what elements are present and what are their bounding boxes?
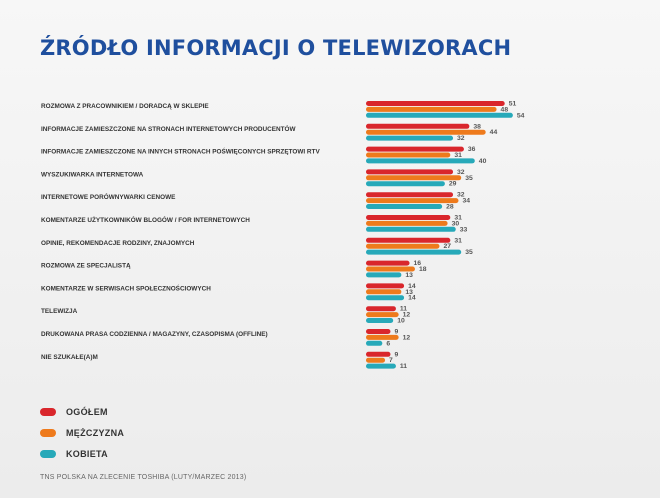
data-label: 36	[468, 146, 476, 153]
data-label: 14	[408, 283, 416, 290]
data-label: 7	[389, 357, 393, 364]
bar	[366, 204, 443, 209]
data-label: 11	[400, 306, 407, 313]
bar	[366, 295, 405, 301]
bar	[366, 272, 402, 278]
data-label: 13	[405, 289, 413, 296]
bar	[366, 363, 396, 369]
data-label: 51	[509, 101, 517, 108]
legend-label-ogolem: OGÓŁEM	[66, 406, 108, 417]
category-label: TELEWIZJA	[41, 308, 78, 315]
data-label: 27	[443, 243, 451, 250]
legend-label-mezczyzna: MĘŻCZYZNA	[66, 427, 125, 438]
bar	[366, 169, 454, 175]
category-label: DRUKOWANA PRASA CODZIENNA / MAGAZYNY, CZ…	[41, 331, 268, 338]
bar	[366, 318, 394, 323]
data-label: 11	[400, 363, 407, 370]
data-label: 54	[517, 112, 525, 119]
bar	[366, 329, 391, 334]
bar	[366, 152, 451, 158]
bar	[366, 175, 462, 181]
bar	[366, 237, 451, 243]
data-label: 13	[405, 272, 413, 279]
data-label: 40	[479, 158, 487, 165]
bar	[366, 158, 475, 164]
category-label: NIE SZUKAŁE(A)M	[41, 354, 98, 361]
category-label: INTERNETOWE PORÓWNYWARKI CENOWE	[41, 192, 176, 201]
data-label: 28	[446, 204, 454, 211]
data-label: 30	[452, 220, 460, 227]
bar	[366, 283, 405, 289]
category-label: INFORMACJE ZAMIESZCZONE NA STRONACH INTE…	[41, 124, 297, 133]
bar	[366, 129, 486, 135]
legend-swatch-mezczyzna	[40, 428, 56, 437]
bar	[366, 226, 456, 232]
bar	[366, 101, 505, 106]
bar	[366, 146, 464, 152]
bar	[366, 192, 454, 198]
data-label: 18	[419, 266, 427, 273]
bar	[366, 220, 448, 226]
bar	[366, 135, 454, 141]
data-label: 48	[501, 106, 509, 113]
bar	[366, 312, 399, 318]
chart-legend: OGÓŁEM MĘŻCZYZNA KOBIETA	[40, 406, 124, 469]
data-label: 31	[454, 215, 462, 222]
category-label: WYSZUKIWARKA INTERNETOWA	[41, 171, 144, 178]
source-note: TNS POLSKA NA ZLECENIE TOSHIBA (LUTY/MAR…	[40, 474, 247, 481]
data-label: 34	[462, 198, 470, 205]
data-label: 9	[394, 351, 398, 358]
category-label: KOMENTARZE W SERWISACH SPOŁECZNOŚCIOWYCH	[41, 283, 211, 292]
bar	[366, 340, 383, 346]
data-label: 44	[490, 129, 498, 136]
data-label: 10	[397, 318, 405, 325]
data-label: 31	[454, 237, 462, 244]
bar	[366, 249, 462, 255]
bar	[366, 198, 459, 204]
data-label: 29	[449, 181, 457, 188]
data-label: 35	[465, 249, 473, 256]
bar	[366, 334, 399, 340]
legend-swatch-kobieta	[40, 449, 56, 458]
data-label: 16	[414, 260, 422, 267]
legend-item-ogolem: OGÓŁEM	[40, 406, 124, 417]
data-label: 31	[454, 152, 462, 159]
bar	[366, 289, 402, 295]
bar	[366, 357, 386, 363]
bar	[366, 306, 396, 312]
legend-item-kobieta: KOBIETA	[40, 448, 124, 459]
bar	[366, 123, 470, 129]
bar	[366, 215, 451, 220]
data-label: 12	[403, 334, 411, 341]
data-label: 33	[460, 226, 468, 233]
data-label: 32	[457, 135, 465, 142]
legend-swatch-ogolem	[40, 407, 56, 416]
bar	[366, 260, 410, 266]
data-label: 35	[465, 175, 473, 182]
data-label: 32	[457, 169, 465, 176]
data-label: 12	[403, 312, 411, 319]
category-label: ROZMOWA Z PRACOWNIKIEM / DORADCĄ W SKLEP…	[41, 103, 209, 110]
bar	[366, 106, 497, 112]
chart-title: ŹRÓDŁO INFORMACJI O TELEWIZORACH	[40, 36, 512, 60]
data-label: 9	[394, 329, 398, 336]
category-label: KOMENTARZE UŻYTKOWNIKÓW BLOGÓW / FOR INT…	[41, 215, 250, 224]
data-label: 32	[457, 192, 465, 199]
data-label: 6	[386, 340, 390, 347]
bar	[366, 266, 415, 272]
bar	[366, 243, 440, 249]
category-label: OPINIE, REKOMENDACJE RODZINY, ZNAJOMYCH	[41, 240, 195, 247]
category-label: ROZMOWA ZE SPECJALISTĄ	[41, 263, 131, 270]
legend-label-kobieta: KOBIETA	[66, 448, 108, 459]
bar	[366, 181, 445, 187]
data-label: 14	[408, 295, 416, 302]
legend-item-mezczyzna: MĘŻCZYZNA	[40, 427, 124, 438]
bar	[366, 351, 391, 357]
bar	[366, 112, 513, 118]
category-label: INFORMACJE ZAMIESZCZONE NA INNYCH STRONA…	[41, 147, 320, 156]
data-label: 38	[473, 123, 481, 130]
